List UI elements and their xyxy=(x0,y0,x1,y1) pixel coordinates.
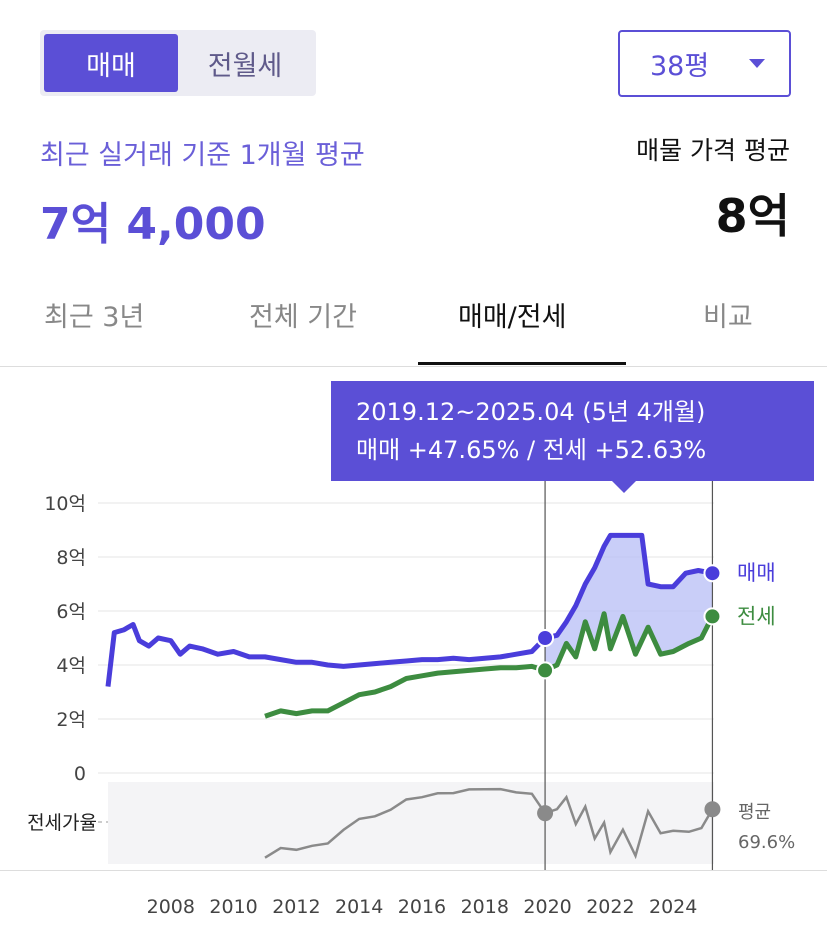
tooltip-change: 매매 +47.65% / 전세 +52.63% xyxy=(356,436,707,464)
x-tick-label: 2022 xyxy=(586,896,634,918)
tab-divider xyxy=(0,366,827,367)
x-tick-label: 2016 xyxy=(398,896,446,918)
x-tick-label: 2018 xyxy=(461,896,509,918)
jeonse-ratio-label: 전세가율 xyxy=(27,812,97,834)
sale-marker xyxy=(536,629,555,647)
size-select[interactable]: 38평 xyxy=(618,30,791,97)
trade-type-sale-button[interactable]: 매매 xyxy=(44,34,178,92)
ratio-marker xyxy=(704,801,721,818)
sale-end-label: 매매 xyxy=(737,561,776,585)
recent-average-label: 최근 실거래 기준 1개월 평균 xyxy=(40,140,365,171)
y-tick-label: 2억 xyxy=(56,709,86,731)
y-tick-label: 0 xyxy=(74,763,86,785)
chart-lines xyxy=(105,532,715,719)
tab-compare[interactable]: 비교 xyxy=(703,302,753,333)
active-tab-indicator xyxy=(418,362,626,365)
jeonse-end-label: 전세 xyxy=(737,604,776,628)
y-tick-label: 10억 xyxy=(44,493,86,515)
sale-marker xyxy=(703,564,722,583)
jeonse-ratio-legend: 평균 xyxy=(738,802,771,823)
x-tick-label: 2020 xyxy=(523,896,571,918)
listing-average-label: 매물 가격 평균 xyxy=(636,136,790,165)
listing-average-value: 8억 xyxy=(715,189,790,243)
recent-average-value: 7억 4,000 xyxy=(40,199,266,250)
chart-markers xyxy=(536,564,722,822)
jeonse-ratio-average: 69.6% xyxy=(738,832,795,853)
y-tick-label: 4억 xyxy=(56,655,86,677)
tab-all-period[interactable]: 전체 기간 xyxy=(249,302,357,333)
tab-sale-jeonse[interactable]: 매매/전세 xyxy=(458,302,567,333)
x-tick-label: 2008 xyxy=(147,896,195,918)
caret-down-icon xyxy=(749,59,765,68)
ratio-line xyxy=(264,787,714,860)
y-tick-label: 8억 xyxy=(56,547,86,569)
x-tick-label: 2014 xyxy=(335,896,383,918)
tooltip-period: 2019.12~2025.04 (5년 4개월) xyxy=(356,398,706,426)
trade-type-toggle: 매매 전월세 xyxy=(40,30,316,96)
tab-recent-3-years[interactable]: 최근 3년 xyxy=(44,302,145,333)
x-tick-label: 2010 xyxy=(209,896,257,918)
x-tick-label: 2012 xyxy=(272,896,320,918)
selection-fill xyxy=(545,535,713,671)
x-tick-label: 2024 xyxy=(649,896,697,918)
jeonse-ratio-line xyxy=(264,787,714,860)
trade-type-rent-button[interactable]: 전월세 xyxy=(207,50,283,82)
chart-ticks: 10억 8억 6억 4억 2억 0 2008 2010 2012 2014 2016 2018 2020… xyxy=(44,493,697,918)
ratio-marker xyxy=(537,805,554,822)
size-select-value: 38평 xyxy=(650,51,710,82)
jeonse-ratio-background xyxy=(108,782,714,864)
series-line-jeonse xyxy=(264,611,715,719)
jeonse-marker xyxy=(703,607,722,626)
y-tick-label: 6억 xyxy=(56,601,86,623)
series-line-sale xyxy=(105,532,713,687)
period-tooltip: 2019.12~2025.04 (5년 4개월) 매매 +47.65% / 전세… xyxy=(331,381,814,481)
chart-bottom-divider xyxy=(0,870,827,871)
jeonse-marker xyxy=(536,661,555,680)
tooltip-arrow xyxy=(612,481,636,493)
